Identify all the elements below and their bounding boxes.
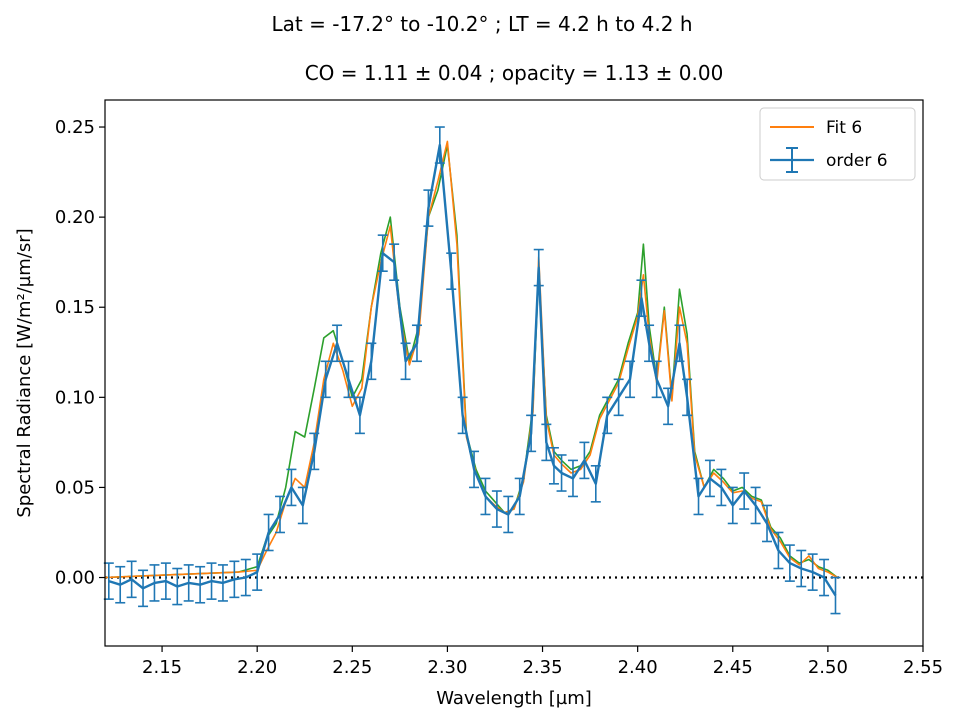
error-bar [377, 234, 388, 272]
y-tick-label: 0.10 [55, 387, 95, 408]
error-bar [115, 565, 126, 604]
error-bar [332, 324, 343, 363]
error-bar [526, 414, 537, 453]
error-bar [366, 342, 377, 381]
error-bar [674, 324, 685, 363]
error-bar [126, 560, 137, 599]
error-bar [514, 477, 525, 516]
error-bar [503, 495, 514, 534]
error-bar [252, 553, 263, 591]
legend: Fit 6 order 6 [759, 107, 916, 181]
error-bar [297, 486, 308, 525]
x-tick-label: 2.30 [427, 657, 467, 678]
x-tick-label: 2.50 [808, 657, 848, 678]
error-bar [172, 567, 183, 606]
legend-fit-label: Fit 6 [826, 118, 862, 138]
x-tick-label: 2.45 [713, 657, 753, 678]
error-bar [183, 564, 194, 602]
error-bar [830, 576, 841, 615]
error-bar [625, 360, 636, 399]
error-bar [229, 560, 240, 599]
error-bar [320, 360, 331, 399]
y-tick-label: 0.05 [55, 477, 95, 498]
error-bar [469, 450, 480, 489]
x-tick-label: 2.35 [522, 657, 562, 678]
error-bar [663, 387, 674, 426]
error-bar [240, 558, 251, 597]
axes-frame [104, 99, 924, 647]
error-bar [423, 189, 434, 227]
x-tick-label: 2.40 [618, 657, 658, 678]
legend-order-marker [770, 147, 814, 173]
error-bar [556, 454, 567, 492]
y-axis-label: Spectral Radiance [W/m²/µm/sr] [14, 228, 35, 517]
chart-title: CO = 1.11 ± 0.04 ; opacity = 1.13 ± 0.00 [305, 61, 724, 85]
error-bar [457, 396, 468, 435]
series-line-0 [104, 144, 838, 579]
error-bar [217, 564, 228, 602]
error-bar [727, 486, 738, 525]
error-bar [784, 544, 795, 582]
error-bar [275, 495, 286, 534]
error-bar [567, 459, 578, 498]
error-bar [138, 569, 149, 608]
legend-order-label: order 6 [826, 151, 888, 171]
error-bar [400, 342, 411, 381]
error-bar [206, 562, 217, 600]
x-tick-label: 2.25 [332, 657, 372, 678]
chart-suptitle: Lat = -17.2° to -10.2° ; LT = 4.2 h to 4… [271, 12, 692, 36]
error-bar [195, 565, 206, 604]
error-bar [704, 459, 715, 498]
y-tick-label: 0.20 [55, 207, 95, 228]
error-bar [579, 441, 590, 480]
error-bar [693, 477, 704, 516]
y-axis: 0.00 0.05 0.10 0.15 0.20 0.25 [55, 117, 105, 589]
error-bar [541, 423, 552, 462]
error-bar [651, 360, 662, 399]
error-bar [773, 531, 784, 570]
error-bar [533, 248, 544, 287]
error-bar [446, 252, 457, 291]
error-bar [716, 468, 727, 507]
error-bar [750, 486, 761, 525]
y-tick-label: 0.00 [55, 568, 95, 589]
error-bar [286, 468, 297, 507]
error-bar [819, 558, 830, 597]
x-tick-label: 2.55 [903, 657, 943, 678]
error-bar [636, 279, 647, 318]
error-bar [796, 549, 807, 588]
error-bar [263, 513, 274, 552]
x-axis: 2.15 2.20 2.25 2.30 2.35 2.40 2.45 2.50 2.55 [142, 646, 943, 678]
x-tick-label: 2.15 [142, 657, 182, 678]
y-tick-label: 0.15 [55, 297, 95, 318]
error-bar [309, 432, 320, 471]
error-bar [389, 243, 400, 281]
error-bar [739, 472, 750, 510]
series-line-1 [104, 140, 838, 579]
error-bar [491, 490, 502, 528]
error-bar [613, 378, 624, 417]
error-bar [762, 504, 773, 543]
plot-area [103, 126, 923, 615]
error-bar [682, 378, 693, 417]
error-bar [411, 324, 422, 363]
error-bar [434, 126, 445, 164]
error-bar [149, 564, 160, 602]
error-bar [160, 562, 171, 600]
x-axis-label: Wavelength [µm] [436, 688, 592, 709]
series-line-2 [108, 143, 837, 597]
x-tick-label: 2.20 [237, 657, 277, 678]
error-bar [480, 477, 491, 516]
error-bar [590, 465, 601, 503]
error-bar [354, 396, 365, 435]
error-bar [807, 553, 818, 591]
error-bar [602, 396, 613, 435]
error-bar [343, 360, 354, 399]
error-bar [548, 446, 559, 485]
y-tick-label: 0.25 [55, 117, 95, 138]
